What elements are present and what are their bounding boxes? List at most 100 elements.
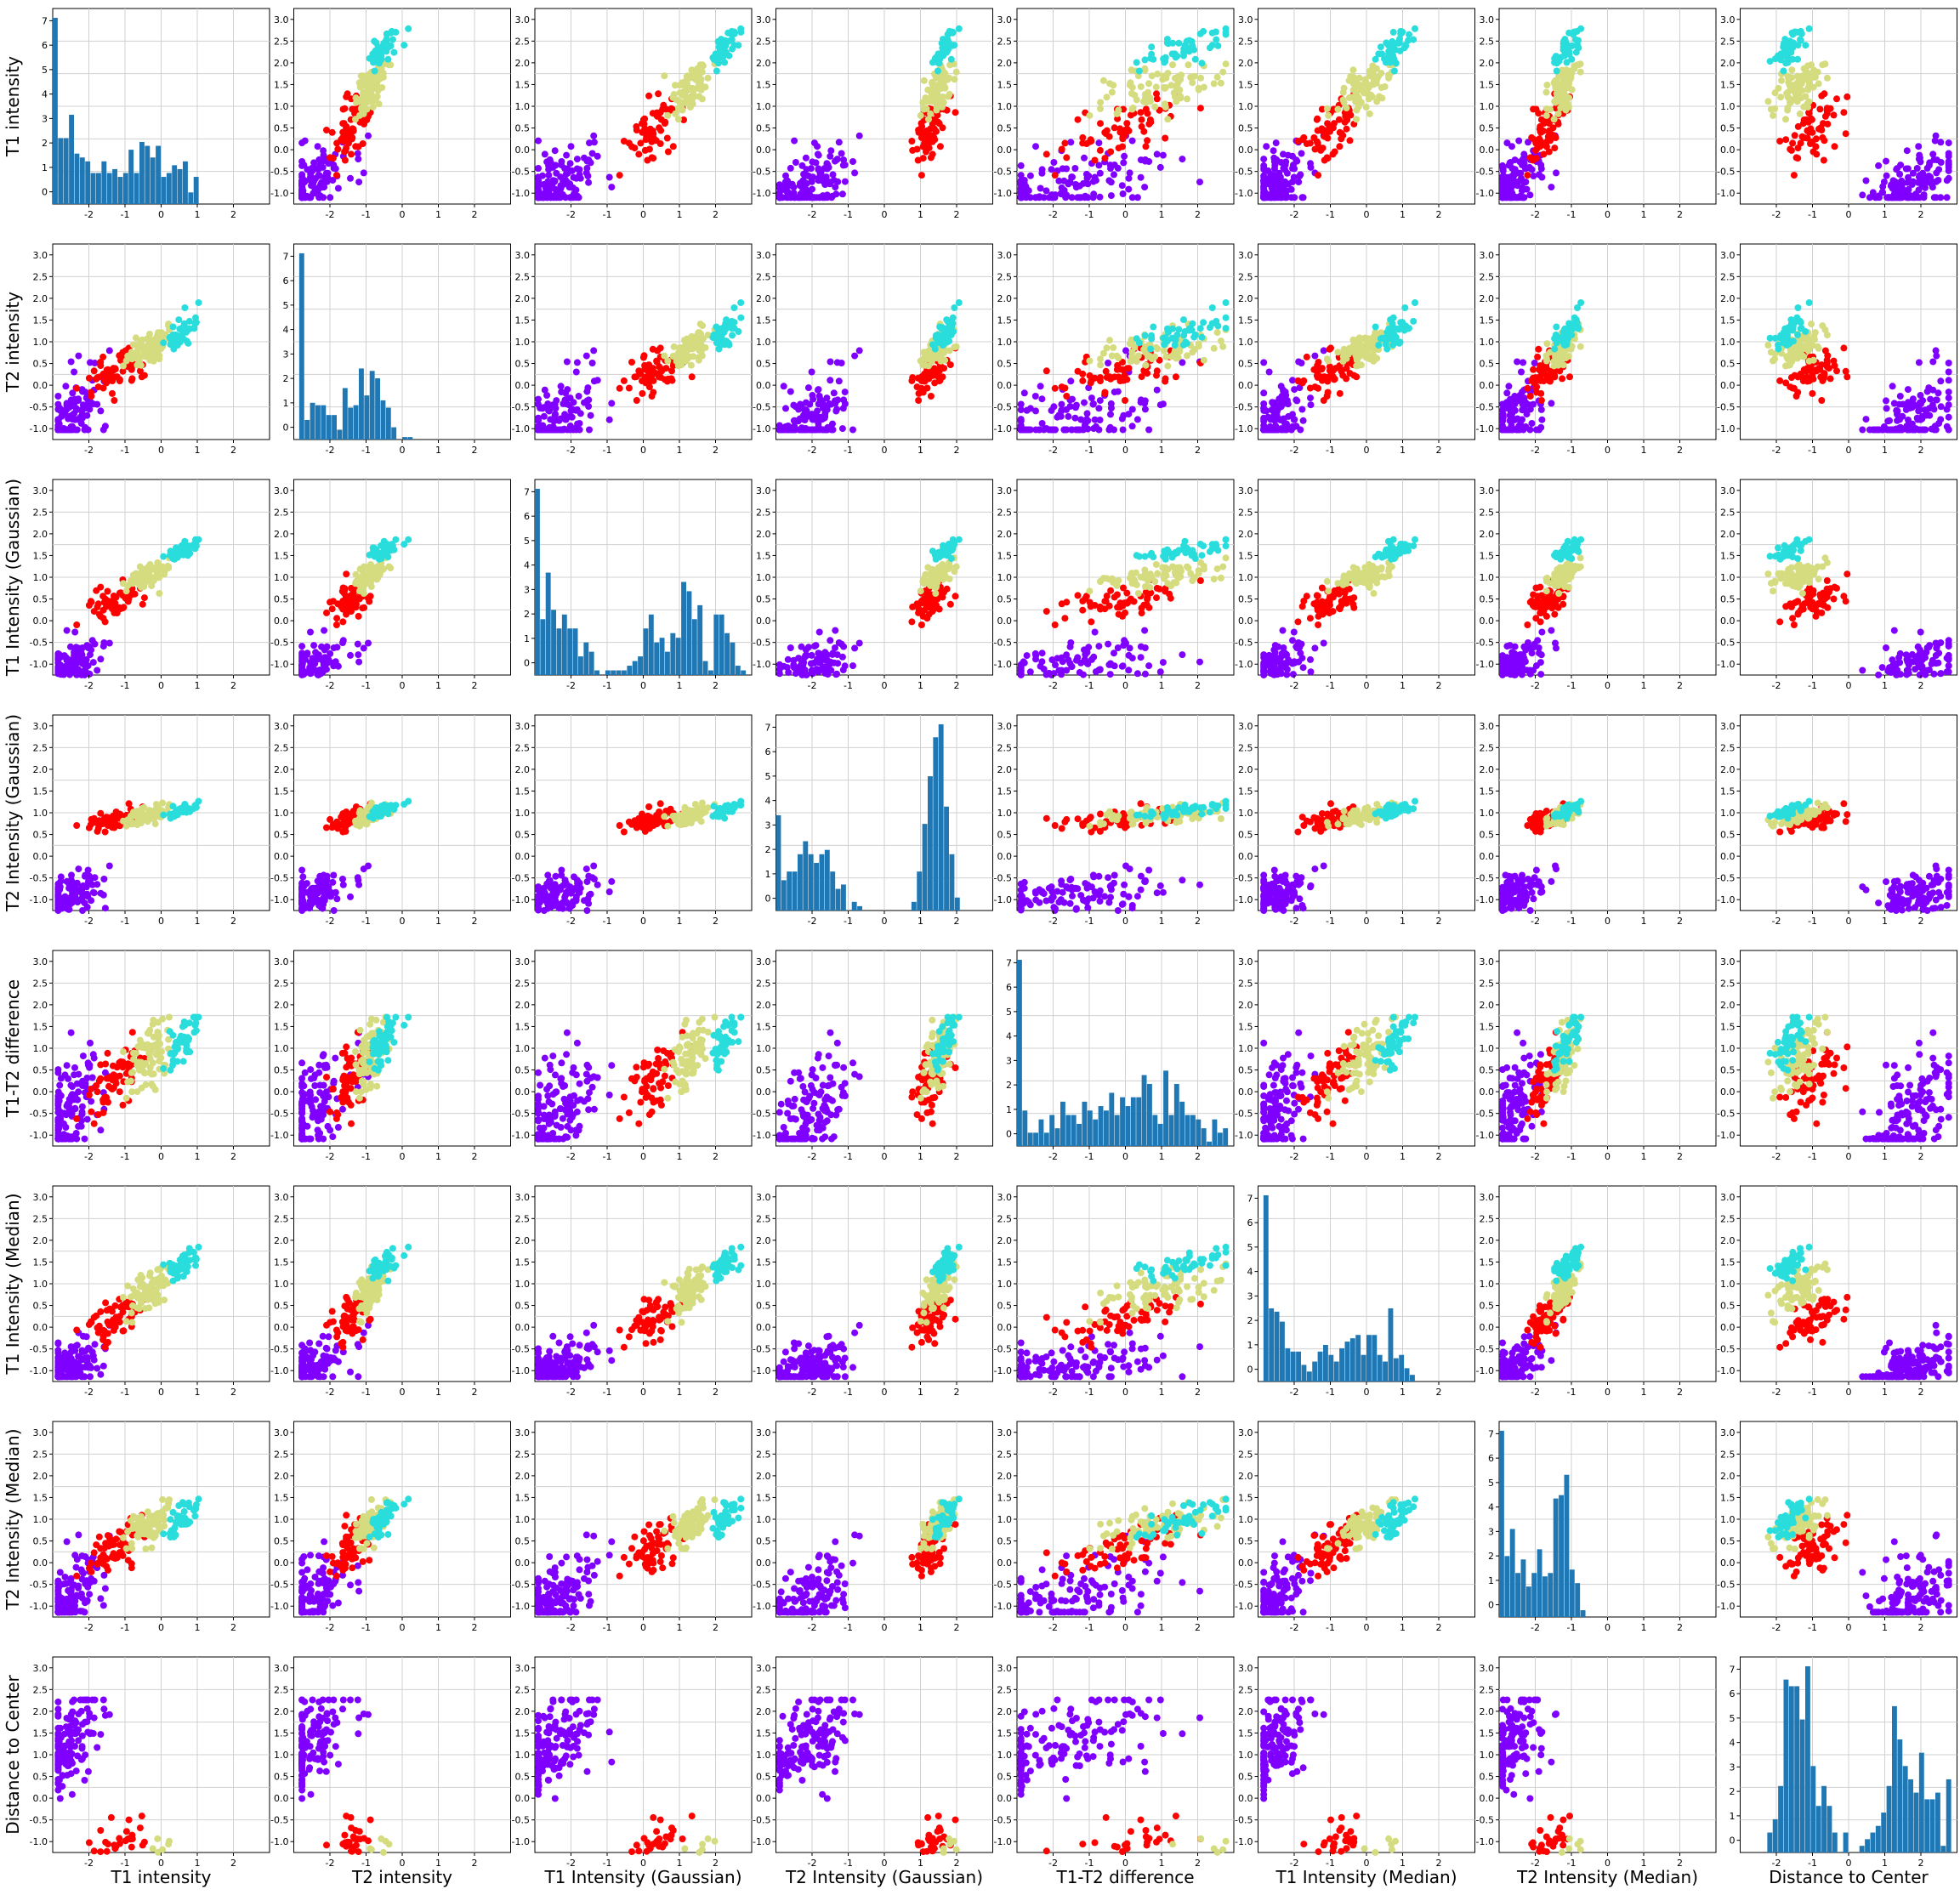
data-point <box>1115 145 1122 152</box>
data-point <box>349 125 357 133</box>
data-point <box>1809 148 1817 156</box>
data-point <box>588 360 596 366</box>
data-point <box>1555 58 1563 65</box>
data-point <box>1276 395 1284 403</box>
data-point <box>1352 344 1359 351</box>
data-point <box>1537 367 1545 375</box>
data-point <box>1144 110 1151 117</box>
data-point <box>68 426 76 434</box>
data-point <box>1562 325 1570 332</box>
data-point <box>105 347 113 355</box>
x-tick-label: 0 <box>1122 209 1128 220</box>
data-point <box>1360 350 1367 358</box>
data-point <box>1789 39 1797 47</box>
data-point <box>1511 193 1519 201</box>
hist-bar <box>310 402 315 440</box>
y-tick-label: 1.5 <box>515 315 531 326</box>
y-tick-label: 0.0 <box>997 145 1013 156</box>
data-point <box>1366 110 1373 117</box>
data-point <box>1499 177 1506 184</box>
data-point <box>1945 139 1952 147</box>
data-point <box>1355 74 1363 82</box>
data-point <box>375 100 383 108</box>
data-point <box>581 399 588 406</box>
x-tick-label: 1 <box>1159 445 1165 456</box>
data-point <box>1270 400 1277 407</box>
data-point <box>1378 84 1385 91</box>
data-point <box>67 358 75 366</box>
data-point <box>566 180 574 188</box>
data-point <box>1315 172 1322 179</box>
data-point <box>1222 25 1230 32</box>
data-point <box>683 346 690 353</box>
data-point <box>1537 127 1545 133</box>
data-point <box>1276 193 1284 201</box>
hist-bar <box>402 437 407 440</box>
data-point <box>1766 58 1774 65</box>
data-point <box>1552 134 1559 141</box>
y-tick-label: 3.0 <box>997 14 1013 26</box>
data-point <box>802 406 810 414</box>
data-point <box>800 426 808 434</box>
data-point <box>939 332 946 339</box>
data-point <box>1945 160 1952 167</box>
data-point <box>737 299 745 306</box>
data-point <box>639 128 646 136</box>
data-point <box>791 137 798 145</box>
hist-bar <box>145 145 151 204</box>
data-point <box>1128 349 1136 356</box>
data-point <box>1303 353 1310 360</box>
data-point <box>369 104 377 111</box>
data-point <box>1412 25 1418 32</box>
data-point <box>695 78 702 86</box>
data-point <box>1893 166 1900 173</box>
data-point <box>372 83 379 90</box>
data-point <box>1394 39 1401 47</box>
x-tick-label: 2 <box>230 445 236 456</box>
data-point <box>1114 361 1122 369</box>
data-point <box>559 426 566 434</box>
data-point <box>1135 67 1143 75</box>
data-point <box>664 111 672 119</box>
data-point <box>1096 193 1104 201</box>
y-tick-label: 0.5 <box>515 123 531 134</box>
data-point <box>1174 78 1182 86</box>
data-point <box>572 406 580 414</box>
data-point <box>1905 191 1912 199</box>
data-point <box>1792 154 1800 162</box>
data-point <box>817 169 825 177</box>
data-point <box>138 373 145 381</box>
data-point <box>616 384 623 392</box>
data-point <box>1782 116 1789 123</box>
data-point <box>1071 414 1079 422</box>
data-point <box>1777 94 1785 101</box>
data-point <box>1546 127 1554 134</box>
data-point <box>657 367 665 375</box>
data-point <box>1077 416 1085 423</box>
data-point <box>1148 332 1156 339</box>
data-point <box>1125 411 1133 418</box>
data-point <box>1200 356 1207 364</box>
data-point <box>923 127 931 134</box>
data-point <box>1572 48 1580 56</box>
data-point <box>1542 88 1550 96</box>
data-point <box>645 383 653 391</box>
data-point <box>1323 105 1331 112</box>
data-point <box>73 406 81 413</box>
y-tick-label: 3.0 <box>756 14 771 26</box>
x-tick-label: 0 <box>1605 209 1611 220</box>
x-tick-label: 2 <box>1195 445 1201 456</box>
data-point <box>1815 80 1822 88</box>
panel-r0-c6: -2 -1 0 1 2-1.0-0.50.00.51.01.52.02.53.0 <box>1476 8 1717 220</box>
data-point <box>1335 116 1343 123</box>
data-point <box>1120 159 1128 167</box>
data-point <box>298 191 306 199</box>
data-point <box>582 352 590 360</box>
data-point <box>1086 372 1094 379</box>
data-point <box>1314 127 1321 134</box>
y-tick-label: 1.0 <box>1480 101 1495 112</box>
y-tick-label: 3.0 <box>756 250 771 261</box>
y-tick-label: 2.0 <box>1238 293 1253 304</box>
y-tick-label: 2.5 <box>1238 271 1253 282</box>
data-point <box>608 184 616 191</box>
